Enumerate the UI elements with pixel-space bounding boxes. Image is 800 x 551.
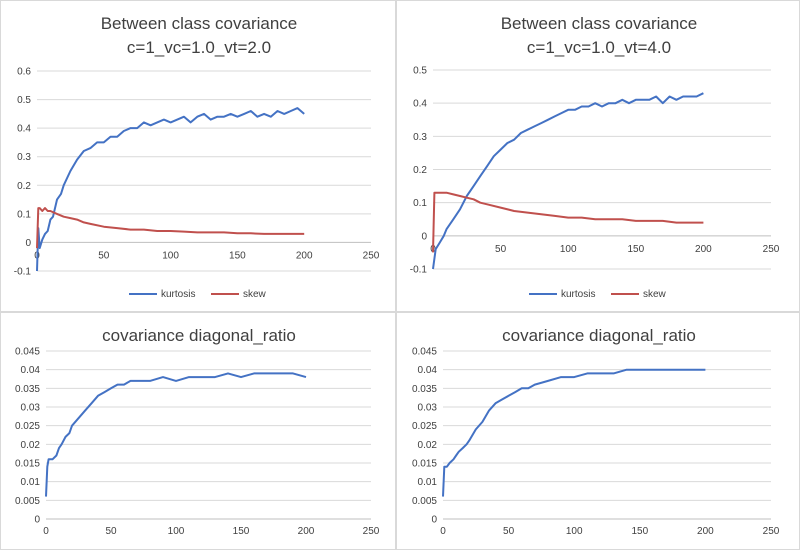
legend-label-skew: skew bbox=[243, 289, 267, 300]
y-tick-label: 0.03 bbox=[21, 403, 41, 414]
x-tick-label: 100 bbox=[162, 250, 179, 261]
chart-3-svg: covariance diagonal_ratio 0 0.005 0.01 0.015… bbox=[15, 326, 380, 537]
x-tick-label: 250 bbox=[763, 244, 780, 255]
legend-label-kurtosis: kurtosis bbox=[561, 289, 595, 300]
chart-title-line: c=1_vc=1.0_vt=4.0 bbox=[527, 38, 671, 57]
x-tick-label: 100 bbox=[560, 244, 577, 255]
chart-panel-3: covariance diagonal_ratio 0 0.005 0.01 0.015… bbox=[0, 312, 396, 550]
y-tick-label: 0.045 bbox=[15, 347, 40, 358]
x-tick-label: 200 bbox=[697, 526, 714, 537]
y-tick-label: 0.03 bbox=[418, 403, 438, 414]
y-tick-label: 0.04 bbox=[418, 365, 438, 376]
y-tick-label: 0.01 bbox=[418, 477, 438, 488]
y-tick-label: 0.025 bbox=[15, 421, 40, 432]
legend-label-kurtosis: kurtosis bbox=[161, 289, 195, 300]
x-tick-label: 150 bbox=[233, 526, 250, 537]
chart-panel-2: Between class covariance c=1_vc=1.0_vt=4.… bbox=[396, 0, 800, 312]
y-tick-label: 0.4 bbox=[17, 124, 31, 135]
y-tick-label: 0 bbox=[34, 515, 40, 526]
y-tick-label: 0.6 bbox=[17, 67, 31, 78]
y-tick-label: 0.035 bbox=[412, 384, 437, 395]
x-tick-label: 200 bbox=[298, 526, 315, 537]
y-tick-label: 0.02 bbox=[21, 440, 41, 451]
y-tick-label: 0 bbox=[25, 238, 31, 249]
y-tick-label: 0.2 bbox=[17, 181, 31, 192]
series-line-kurtosis bbox=[36, 107, 305, 272]
y-tick-label: 0.02 bbox=[418, 440, 438, 451]
x-tick-label: 50 bbox=[495, 244, 507, 255]
y-tick-label: -0.1 bbox=[14, 267, 32, 278]
chart-2-svg: Between class covariance c=1_vc=1.0_vt=4.… bbox=[410, 14, 780, 300]
y-tick-label: 0.005 bbox=[412, 496, 437, 507]
chart-4-svg: covariance diagonal_ratio 0 0.005 0.01 0.015… bbox=[412, 326, 780, 537]
chart-title-line: Between class covariance bbox=[101, 14, 298, 33]
x-tick-label: 250 bbox=[763, 526, 780, 537]
x-tick-label: 100 bbox=[168, 526, 185, 537]
x-tick-label: 200 bbox=[695, 244, 712, 255]
y-tick-label: 0.3 bbox=[413, 132, 427, 143]
x-tick-label: 200 bbox=[296, 250, 313, 261]
series-line-series-0 bbox=[442, 368, 706, 497]
x-tick-label: 0 bbox=[43, 526, 49, 537]
series-line-skew bbox=[36, 207, 305, 249]
y-tick-label: 0.035 bbox=[15, 384, 40, 395]
chart-title-line: covariance diagonal_ratio bbox=[102, 326, 296, 345]
y-tick-label: 0.015 bbox=[412, 459, 437, 470]
y-tick-label: 0.045 bbox=[412, 347, 437, 358]
y-tick-label: 0.2 bbox=[413, 165, 427, 176]
series-line-skew bbox=[432, 191, 704, 253]
x-tick-label: 50 bbox=[98, 250, 110, 261]
y-tick-label: 0.015 bbox=[15, 459, 40, 470]
y-tick-label: 0.1 bbox=[17, 209, 31, 220]
x-tick-label: 0 bbox=[440, 526, 446, 537]
chart-title-line: Between class covariance bbox=[501, 14, 698, 33]
chart-title-line: c=1_vc=1.0_vt=2.0 bbox=[127, 38, 271, 57]
chart-title-line: covariance diagonal_ratio bbox=[502, 326, 696, 345]
x-tick-label: 150 bbox=[631, 526, 648, 537]
y-tick-label: 0.025 bbox=[412, 421, 437, 432]
y-tick-label: 0.5 bbox=[413, 66, 427, 77]
y-tick-label: 0.1 bbox=[413, 198, 427, 209]
legend-label-skew: skew bbox=[643, 289, 667, 300]
series-line-series-0 bbox=[45, 372, 307, 497]
y-tick-label: 0.4 bbox=[413, 99, 427, 110]
x-tick-label: 50 bbox=[503, 526, 515, 537]
x-tick-label: 50 bbox=[105, 526, 117, 537]
y-tick-label: 0 bbox=[431, 515, 437, 526]
x-tick-label: 250 bbox=[363, 250, 380, 261]
y-tick-label: 0.01 bbox=[21, 477, 41, 488]
y-tick-label: -0.1 bbox=[410, 265, 428, 276]
x-tick-label: 250 bbox=[363, 526, 380, 537]
y-tick-label: 0.5 bbox=[17, 95, 31, 106]
chart-1-svg: Between class covariance c=1_vc=1.0_vt=2.… bbox=[14, 14, 380, 300]
chart-panel-1: Between class covariance c=1_vc=1.0_vt=2.… bbox=[0, 0, 396, 312]
y-tick-label: 0 bbox=[421, 231, 427, 242]
x-tick-label: 100 bbox=[566, 526, 583, 537]
x-tick-label: 150 bbox=[229, 250, 246, 261]
chart-panel-4: covariance diagonal_ratio 0 0.005 0.01 0.015… bbox=[396, 312, 800, 550]
y-tick-label: 0.04 bbox=[21, 365, 41, 376]
x-tick-label: 150 bbox=[627, 244, 644, 255]
y-tick-label: 0.3 bbox=[17, 152, 31, 163]
y-tick-label: 0.005 bbox=[15, 496, 40, 507]
series-line-kurtosis bbox=[432, 92, 704, 270]
